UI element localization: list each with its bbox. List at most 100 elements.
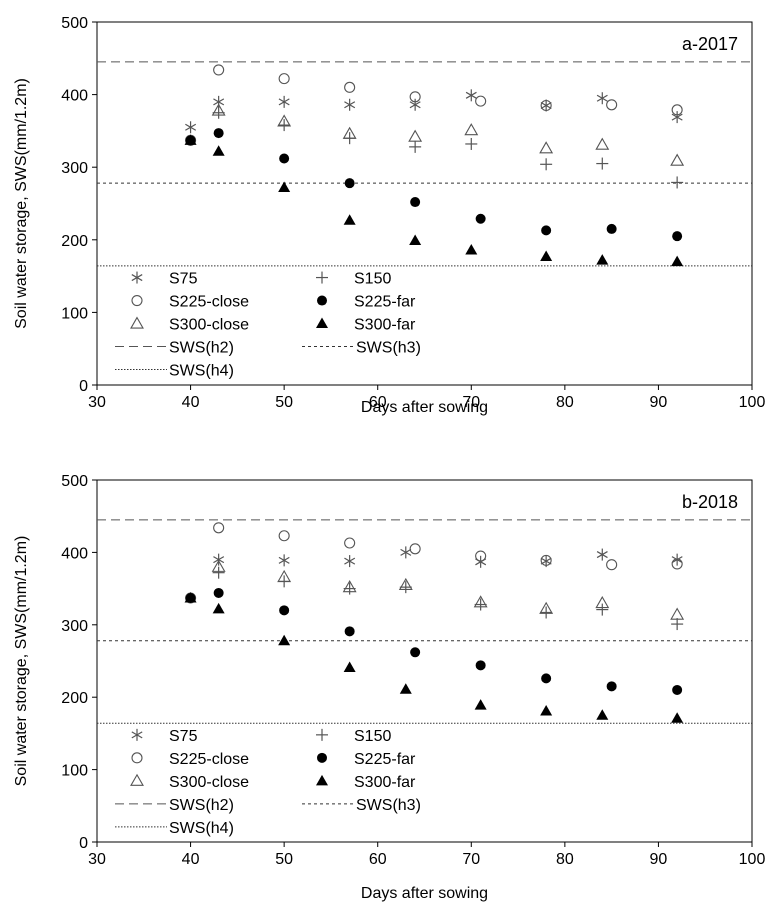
x-axis-title: Days after sowing [361,885,488,902]
legend-marker-s150 [316,728,328,741]
legend-label-s225-far: S225-far [354,294,416,311]
point-s225-far [279,605,290,616]
point-s225-close [278,530,290,542]
point-s225-close [606,559,618,571]
point-s300-far [212,602,225,614]
legend-label-s300-far: S300-far [354,774,416,791]
point-s150 [212,566,225,579]
point-s150 [596,603,609,616]
point-s225-close [540,99,552,112]
point-s225-close [540,554,552,566]
y-tick-label: 200 [61,690,88,707]
point-s225-far [606,681,617,692]
point-s225-far [606,223,617,234]
point-s300-close [211,559,226,572]
legend-marker-s300-far [316,317,328,329]
point-s225-close [344,81,356,93]
point-s150 [278,119,291,132]
x-tick-label: 30 [88,394,106,411]
point-s75 [465,89,477,102]
point-s300-close [342,580,357,593]
y-tick-label: 400 [61,545,88,562]
point-s225-far [279,153,290,164]
point-s150 [212,106,225,119]
point-s225-far [475,660,486,671]
x-tick-label: 60 [369,851,387,868]
y-axis-title: Soil water storage, SWS(mm/1.2m) [13,78,30,329]
point-s300-far [343,214,356,225]
point-s225-far [344,626,355,637]
point-s75 [400,546,412,559]
point-s300-close [408,129,423,142]
legend-marker-s75 [131,728,143,741]
y-tick-label: 100 [61,763,88,780]
point-s300-far [474,699,487,710]
point-s225-far [213,587,224,598]
point-s300-far [399,683,412,694]
point-s75 [540,99,552,112]
legend-marker-s225-far [317,295,327,306]
point-s225-close [671,104,683,116]
point-s150 [671,176,684,189]
legend: S75 S150 S225-close S225-far S300-close S300-… [115,728,421,837]
point-s225-far [672,684,683,695]
legend-marker-s300-close [130,773,144,786]
point-s300-far [278,181,291,193]
point-s75 [185,121,197,134]
y-tick-label: 0 [79,835,88,852]
point-s300-far [465,243,478,255]
point-s300-far [278,634,291,646]
point-s300-far [596,709,609,720]
point-s150 [596,157,609,170]
x-tick-label: 100 [739,394,766,411]
point-s75 [278,95,290,108]
point-s225-far [541,225,552,236]
point-s300-close [539,141,554,154]
point-s300-far [409,234,422,246]
point-s300-close [464,123,479,136]
legend-label-s225-close: S225-close [169,294,249,311]
legend-marker-s150 [316,271,328,284]
legend-label-sws-h2: SWS(h2) [169,797,234,814]
point-s225-far [672,231,683,242]
point-s225-close [278,73,290,85]
legend-label-s150: S150 [354,271,391,288]
point-s300-far [671,712,684,723]
point-s225-close [606,99,618,111]
x-tick-label: 100 [739,851,766,868]
panel-label: b-2018 [682,492,738,512]
legend-label-s150: S150 [354,728,391,745]
point-s300-close [595,137,610,150]
point-s150 [465,137,478,150]
point-s225-close [344,537,356,549]
point-s225-close [475,550,487,562]
y-tick-label: 500 [61,15,88,32]
legend-label-s75: S75 [169,728,198,745]
point-s225-close [475,95,487,107]
point-s225-close [409,543,421,555]
point-s150 [474,598,487,611]
legend-label-s225-close: S225-close [169,751,249,768]
legend-marker-s225-close [131,752,143,764]
point-s300-close [539,601,554,614]
y-tick-label: 400 [61,88,88,105]
panel-label: a-2017 [682,34,738,54]
legend-label-sws-h4: SWS(h4) [169,820,234,837]
point-s300-close [277,569,292,583]
point-s75 [344,98,356,111]
chart-panel-b: 30 40 50 60 70 80 90 100 0 100 200 300 400 500 Days af… [13,473,765,902]
y-tick-label: 300 [61,160,88,177]
legend-marker-s75 [131,271,143,284]
point-s300-far [540,250,553,261]
x-tick-label: 40 [182,851,200,868]
point-s225-close [671,558,683,570]
point-s300-close [595,595,610,609]
point-s300-far [212,145,225,156]
point-s300-close [670,153,685,166]
plot-frame [96,479,753,843]
y-axis-title: Soil water storage, SWS(mm/1.2m) [13,536,30,787]
x-tick-label: 30 [88,851,106,868]
x-tick-label: 90 [650,851,668,868]
point-s225-far [344,178,355,189]
